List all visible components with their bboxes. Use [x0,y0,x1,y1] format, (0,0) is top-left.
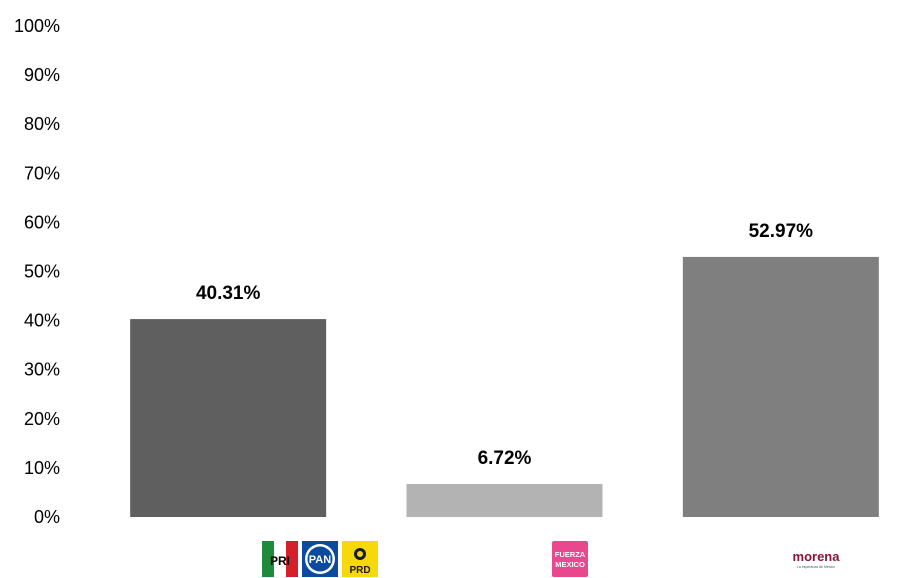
pan-logo: PAN [302,541,338,577]
bar-value-label: 40.31% [196,283,261,304]
fuerza-mexico-logo: FUERZA MEXICO [552,541,588,577]
y-tick-label: 80% [24,114,60,134]
pri-pan-prd-logos: PRI PAN PRD [262,541,378,577]
pan-logo-text: PAN [309,554,331,566]
prd-logo: PRD [342,541,378,577]
bar [130,319,327,517]
y-tick-label: 50% [24,262,60,282]
bar-value-label: 6.72% [478,448,532,469]
pri-logo: PRI [262,541,298,577]
y-axis: 0% 10% 20% 30% 40% 50% 60% 70% 80% 90% 100% [14,16,60,527]
bar [682,256,879,517]
morena-logo-text: morena [793,549,841,564]
data-labels: 40.31% 6.72% 52.97% [196,221,813,469]
fuerza-logo-line2: MEXICO [555,560,585,569]
bars [130,256,879,517]
y-tick-label: 30% [24,360,60,380]
y-tick-label: 20% [24,409,60,429]
morena-logo-tagline: La esperanza de México [797,565,835,569]
bar-value-label: 52.97% [749,221,814,242]
y-tick-label: 90% [24,65,60,85]
pri-logo-text: PRI [270,554,290,568]
morena-logo: morena La esperanza de México [793,549,841,569]
y-tick-label: 60% [24,212,60,232]
y-tick-label: 0% [34,507,60,527]
bar [406,484,603,517]
y-tick-label: 70% [24,163,60,183]
y-tick-label: 10% [24,458,60,478]
fuerza-logo-line1: FUERZA [555,550,586,559]
prd-logo-text: PRD [349,565,370,576]
y-tick-label: 100% [14,16,60,36]
y-tick-label: 40% [24,311,60,331]
